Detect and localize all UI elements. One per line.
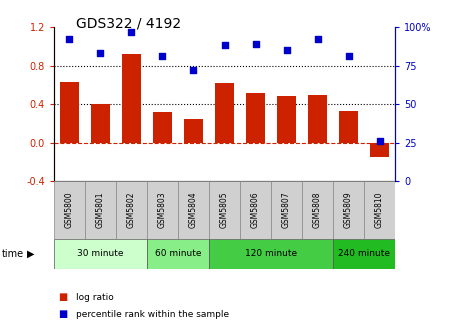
Bar [184, 119, 203, 143]
Bar [364, 181, 395, 239]
Point [97, 50, 104, 56]
Bar [209, 181, 240, 239]
Text: GSM5808: GSM5808 [313, 192, 322, 228]
Text: time: time [2, 249, 24, 259]
Point [190, 68, 197, 73]
Bar [54, 239, 147, 269]
Bar [122, 54, 141, 143]
Text: GSM5804: GSM5804 [189, 192, 198, 228]
Bar [308, 94, 327, 143]
Point [376, 138, 383, 144]
Bar [153, 112, 172, 143]
Point [314, 37, 321, 42]
Text: GSM5807: GSM5807 [282, 192, 291, 228]
Text: ▶: ▶ [27, 249, 34, 259]
Bar [333, 239, 395, 269]
Text: 30 minute: 30 minute [77, 249, 123, 258]
Point [252, 41, 259, 47]
Bar [370, 143, 389, 157]
Text: GSM5810: GSM5810 [375, 192, 384, 228]
Point [159, 53, 166, 59]
Text: GSM5800: GSM5800 [65, 192, 74, 228]
Bar [215, 83, 234, 143]
Point [221, 43, 228, 48]
Bar [302, 181, 333, 239]
Bar [240, 181, 271, 239]
Bar [54, 181, 85, 239]
Text: percentile rank within the sample: percentile rank within the sample [76, 310, 229, 319]
Bar [91, 104, 110, 143]
Text: ■: ■ [58, 309, 68, 319]
Text: 120 minute: 120 minute [245, 249, 297, 258]
Text: GDS322 / 4192: GDS322 / 4192 [76, 17, 181, 31]
Text: ■: ■ [58, 292, 68, 302]
Bar [85, 181, 116, 239]
Bar [60, 82, 79, 143]
Text: GSM5803: GSM5803 [158, 192, 167, 228]
Text: GSM5802: GSM5802 [127, 192, 136, 228]
Bar [209, 239, 333, 269]
Text: 240 minute: 240 minute [338, 249, 390, 258]
Bar [333, 181, 364, 239]
Text: 60 minute: 60 minute [155, 249, 201, 258]
Bar [147, 181, 178, 239]
Text: GSM5801: GSM5801 [96, 192, 105, 228]
Bar [116, 181, 147, 239]
Bar [277, 96, 296, 143]
Point [345, 53, 352, 59]
Point [283, 47, 290, 53]
Point [128, 29, 135, 34]
Point [66, 37, 73, 42]
Bar [246, 93, 265, 143]
Text: GSM5809: GSM5809 [344, 192, 353, 228]
Text: GSM5806: GSM5806 [251, 192, 260, 228]
Bar [147, 239, 209, 269]
Text: GSM5805: GSM5805 [220, 192, 229, 228]
Bar [339, 111, 358, 143]
Bar [178, 181, 209, 239]
Text: log ratio: log ratio [76, 293, 114, 302]
Bar [271, 181, 302, 239]
